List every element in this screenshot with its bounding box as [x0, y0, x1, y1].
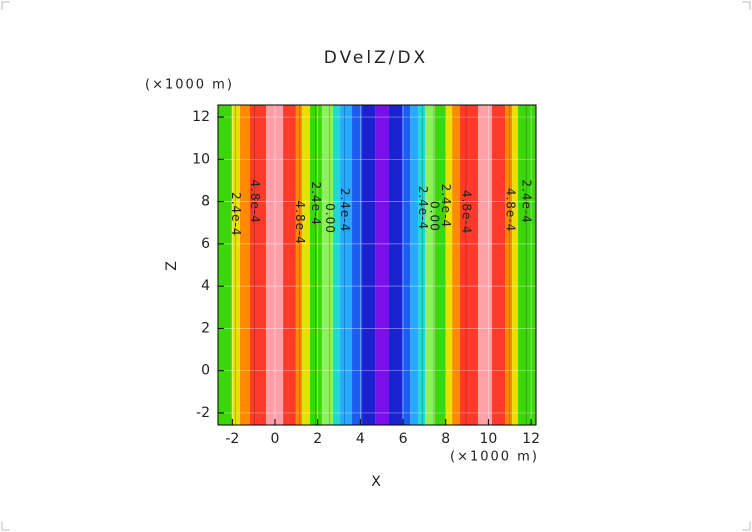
- contour-label: 0.00: [427, 201, 441, 232]
- x-unit: (×1000 m): [450, 450, 539, 465]
- contour-band: [231, 105, 240, 425]
- x-tick-label: 12: [522, 431, 540, 447]
- y-tick-label: 0: [201, 363, 210, 379]
- chart-title: DVelZ/DX: [324, 48, 428, 68]
- y-tick-label: 2: [201, 320, 210, 336]
- contour-label: 2.4e-4: [439, 184, 453, 228]
- contour-band: [512, 105, 519, 425]
- x-tick-label: 0: [271, 431, 280, 447]
- y-tick-label: -2: [196, 405, 210, 421]
- y-tick-label: 12: [192, 109, 210, 125]
- contour-label: 0.00: [323, 203, 337, 234]
- contour-band: [250, 105, 267, 425]
- y-unit: (×1000 m): [145, 78, 234, 93]
- contour-band: [518, 105, 536, 425]
- contour-band: [302, 105, 310, 425]
- contour-band: [505, 105, 513, 425]
- y-tick-label: 4: [201, 278, 210, 294]
- contour-band: [266, 105, 284, 425]
- contour-band: [410, 105, 418, 425]
- contour-label: 2.4e-4: [520, 179, 534, 223]
- y-tick-label: 10: [192, 151, 210, 167]
- contour-label: 4.8e-4: [459, 190, 473, 234]
- y-axis-label: Z: [164, 261, 180, 271]
- contour-band: [401, 105, 411, 425]
- contour-band: [333, 105, 341, 425]
- contour-band: [239, 105, 251, 425]
- contour-band: [435, 105, 446, 425]
- x-tick-label: 8: [441, 431, 450, 447]
- contour-band: [375, 105, 389, 425]
- contour-band: [417, 105, 426, 425]
- contour-band: [362, 105, 376, 425]
- x-tick-label: 10: [479, 431, 497, 447]
- x-tick-label: -2: [225, 431, 239, 447]
- y-tick-label: 8: [201, 194, 210, 210]
- contour-label: 4.8e-4: [293, 201, 307, 245]
- contour-band: [309, 105, 322, 425]
- contour-band: [340, 105, 353, 425]
- contour-band: [218, 105, 232, 425]
- contour-band: [452, 105, 461, 425]
- contour-band: [492, 105, 506, 425]
- contour-label: 2.4e-4: [416, 186, 430, 230]
- contour-label: 4.8e-4: [248, 179, 262, 223]
- contour-label: 2.4e-4: [309, 181, 323, 225]
- x-tick-label: 2: [313, 431, 322, 447]
- contour-label: 4.8e-4: [503, 188, 517, 232]
- contour-band: [321, 105, 334, 425]
- contour-label: 2.4e-4: [229, 192, 243, 236]
- contour-band: [478, 105, 493, 425]
- x-axis-label: X: [371, 474, 381, 490]
- x-tick-label: 4: [356, 431, 365, 447]
- contour-label: 2.4e-4: [338, 188, 352, 232]
- contour-band: [445, 105, 453, 425]
- y-tick-label: 6: [201, 236, 210, 252]
- contour-band: [425, 105, 436, 425]
- contour-band: [295, 105, 303, 425]
- plot-frame: [217, 104, 537, 426]
- contour-band: [388, 105, 402, 425]
- contour-band: [460, 105, 479, 425]
- contour-band: [352, 105, 363, 425]
- contour-band: [283, 105, 296, 425]
- x-tick-label: 6: [399, 431, 408, 447]
